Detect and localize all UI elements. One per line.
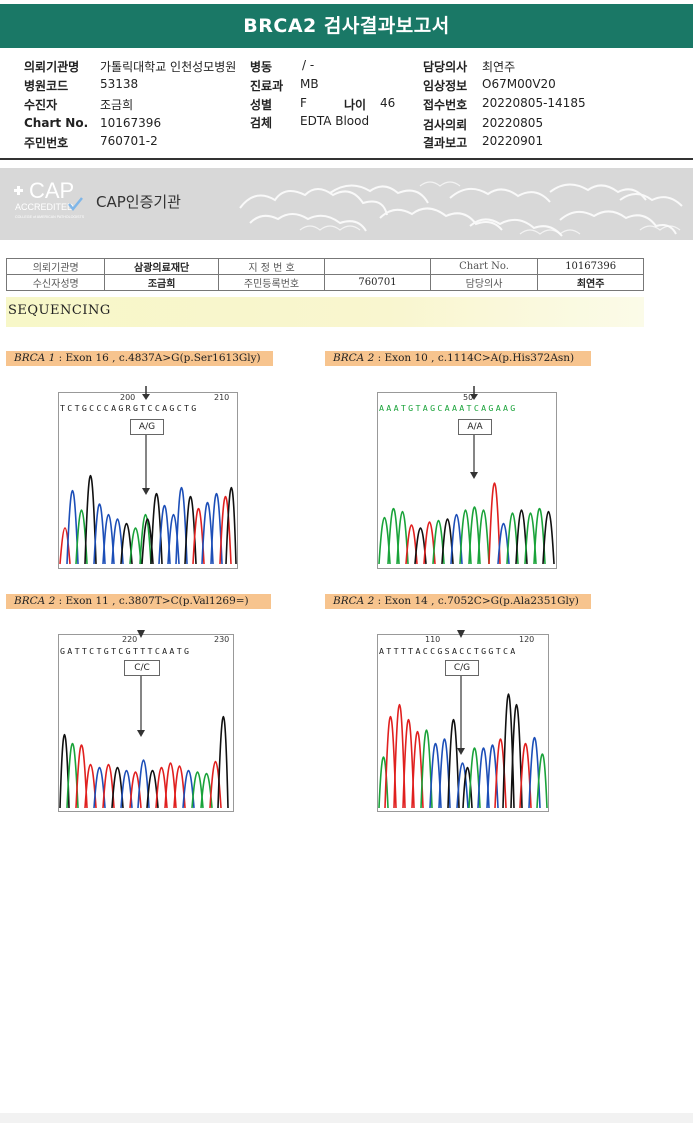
position-number: 200 [120, 393, 136, 402]
variant-label: BRCA 2 : Exon 10 , c.1114C>A(p.His372Asn… [325, 351, 591, 366]
table-code-label: 지 정 번 호 [217, 258, 326, 275]
position-number: 210 [214, 393, 230, 402]
physician-label: 담당의사 [423, 60, 468, 74]
position-number: 230 [214, 635, 230, 644]
variant-label: BRCA 1 : Exon 16 , c.4837A>G(p.Ser1613Gl… [6, 351, 273, 366]
sex-label: 성별 [250, 98, 273, 112]
base-sequence: TCTGCCCAGRGTCCAGCTG [60, 403, 199, 413]
dept-value: MB [300, 77, 319, 91]
cloud-pattern-graphic: CAP ACCREDITED COLLEGE of AMERICAN PATHO… [14, 178, 683, 237]
request-label: 검사의뢰 [423, 118, 468, 132]
genotype-call: C/G [445, 660, 479, 676]
report-title: BRCA2 검사결과보고서 [0, 4, 693, 48]
age-label: 나이 [344, 98, 367, 112]
page-footer-strip [0, 1113, 693, 1123]
base-sequence: GATTCTGTCGTTTCAATG [60, 646, 192, 656]
institution-value: 가톨릭대학교 인천성모병원 [100, 60, 237, 74]
age-value: 46 [380, 96, 396, 110]
rrn-label: 주민번호 [24, 136, 69, 150]
header-divider [0, 158, 693, 160]
chromatogram-graphic [377, 630, 549, 812]
table-rrn-label: 주민등록번호 [217, 274, 326, 291]
variant-gene: BRCA 2 [14, 595, 56, 607]
cap-banner: CAP ACCREDITED COLLEGE of AMERICAN PATHO… [0, 168, 693, 240]
chromatogram-panel: 50 AAATGTAGCAAATCAGAAG A/A [377, 386, 557, 570]
chromatogram-panel: 110 120 ATTTTACCGSACCTGGTCA C/G [377, 630, 549, 812]
report-date-label: 결과보고 [423, 136, 468, 150]
specimen-label: 검체 [250, 116, 273, 130]
chromatogram-graphic [377, 386, 557, 569]
physician-value: 최연주 [482, 60, 516, 74]
variant-label: BRCA 2 : Exon 14 , c.7052C>G(p.Ala2351Gl… [325, 594, 591, 609]
genotype-call: A/G [130, 419, 164, 435]
rrn-value: 760701-2 [100, 134, 158, 148]
hospital-code-value: 53138 [100, 77, 139, 91]
chart-label: Chart No. [24, 116, 89, 130]
base-sequence: ATTTTACCGSACCTGGTCA [379, 646, 518, 656]
institution-label: 의뢰기관명 [24, 60, 80, 74]
variant-detail: : Exon 14 , c.7052C>G(p.Ala2351Gly) [374, 595, 579, 607]
sequencing-section-title: SEQUENCING [8, 303, 111, 318]
receipt-label: 접수번호 [423, 98, 468, 112]
patient-value: 조금희 [100, 98, 134, 112]
variant-label: BRCA 2 : Exon 11 , c.3807T>C(p.Val1269=) [6, 594, 271, 609]
recipient-info-table: 의뢰기관명 삼광의료재단 지 정 번 호 Chart No. 10167396 … [5, 258, 644, 291]
table-name-label: 수신자성명 [5, 274, 106, 291]
ward-label: 병동 [250, 60, 273, 74]
variant-gene: BRCA 2 [333, 595, 375, 607]
chromatogram-graphic [58, 386, 238, 569]
variant-gene: BRCA 1 [14, 352, 56, 364]
variant-detail: : Exon 11 , c.3807T>C(p.Val1269=) [55, 595, 249, 607]
patient-label: 수진자 [24, 98, 58, 112]
chromatogram-graphic [58, 630, 234, 812]
ward-value: / - [302, 58, 315, 72]
table-doctor-label: 담당의사 [429, 274, 539, 291]
hospital-code-label: 병원코드 [24, 79, 69, 93]
clinical-value: O67M00V20 [482, 77, 556, 91]
table-org-value: 삼광의료재단 [104, 258, 219, 275]
position-number: 120 [519, 635, 535, 644]
sex-value: F [300, 96, 307, 110]
variant-gene: BRCA 2 [333, 352, 375, 364]
report-date-value: 20220901 [482, 134, 544, 148]
chromatogram-panel: 220 230 GATTCTGTCGTTTCAATG C/C [58, 630, 234, 812]
position-number: 220 [122, 635, 138, 644]
table-org-label: 의뢰기관명 [5, 258, 106, 275]
receipt-value: 20220805-14185 [482, 96, 586, 110]
chart-value: 10167396 [100, 116, 162, 130]
sequencing-section-band [6, 297, 644, 327]
base-sequence: AAATGTAGCAAATCAGAAG [379, 403, 518, 413]
dept-label: 진료과 [250, 79, 284, 93]
genotype-call: C/C [124, 660, 160, 676]
table-rrn-value: 760701 [324, 274, 431, 291]
cap-logo-icon: CAP ACCREDITED COLLEGE of AMERICAN PATHO… [14, 178, 85, 219]
genotype-call: A/A [458, 419, 492, 435]
table-chart-label: Chart No. [429, 258, 539, 275]
cap-accredited-text: ACCREDITED [15, 202, 74, 212]
variant-detail: : Exon 10 , c.1114C>A(p.His372Asn) [374, 352, 575, 364]
table-code-value [324, 258, 431, 275]
chromatogram-panel: 200 210 TCTGCCCAGRGTCCAGCTG A/G [58, 386, 238, 570]
request-value: 20220805 [482, 116, 544, 130]
cap-college-text: COLLEGE of AMERICAN PATHOLOGISTS [15, 215, 85, 219]
table-name-value: 조금희 [104, 274, 219, 291]
clinical-label: 임상정보 [423, 79, 468, 93]
variant-detail: : Exon 16 , c.4837A>G(p.Ser1613Gly) [55, 352, 261, 364]
checkmark-icon [68, 197, 83, 211]
cap-agency-text: CAP인증기관 [96, 193, 181, 211]
table-doctor-value: 최연주 [537, 274, 644, 291]
specimen-value: EDTA Blood [300, 114, 370, 128]
table-chart-value: 10167396 [537, 258, 644, 275]
position-number: 50 [463, 393, 474, 402]
cap-logo-text: CAP [29, 178, 74, 203]
position-number: 110 [425, 635, 441, 644]
